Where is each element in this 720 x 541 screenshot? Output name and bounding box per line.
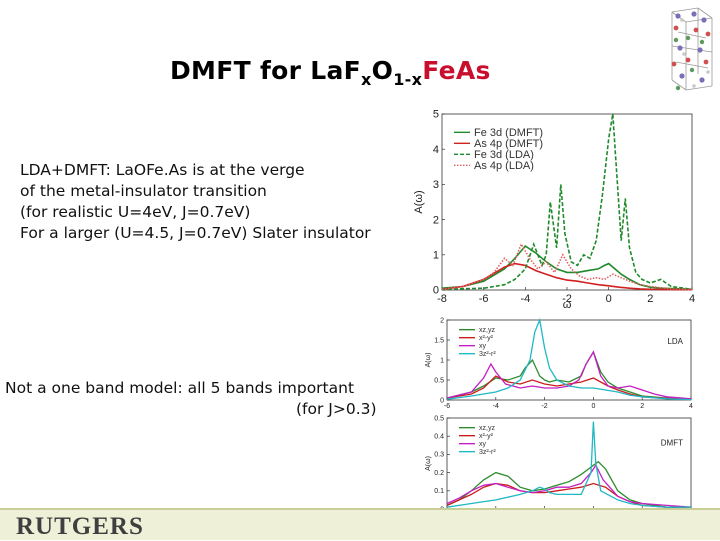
note-line: (for J>0.3) — [296, 400, 377, 418]
series-line — [441, 242, 693, 291]
series-line — [446, 350, 692, 400]
series-line — [446, 317, 692, 401]
x-tick-label: 0 — [606, 293, 612, 305]
title-f: F — [343, 56, 362, 85]
y-tick-label: 4 — [433, 144, 439, 156]
title-prefix: DMFT for La — [170, 56, 344, 85]
slide-title: DMFT for LaFxO1-xFeAs — [170, 56, 491, 89]
legend-entry: Fe 3d (LDA) — [474, 149, 534, 161]
chart-svg: -6 -4 -2 0 2 4 0 0.5 1 1.5 2 A(ω) LDA xz,yzx²-y²xy3z²… — [425, 317, 693, 410]
crystal-structure-icon — [671, 7, 713, 91]
title-o: O — [371, 56, 394, 85]
series-line — [446, 350, 692, 400]
x-tick-label: -8 — [437, 293, 447, 305]
legend-entry: As 4p (DMFT) — [474, 138, 543, 150]
legend-entry: x²-y² — [479, 335, 494, 342]
series-line — [441, 262, 692, 291]
legend-entry: x²-y² — [479, 433, 494, 440]
x-tick-label: -6 — [444, 403, 450, 410]
title-as: As — [455, 56, 491, 85]
y-tick-label: 5 — [433, 109, 439, 121]
series-line — [441, 113, 693, 291]
legend-entry: 3z²-r² — [479, 351, 496, 358]
x-tick-label: -2 — [541, 403, 547, 410]
legend-entry: xy — [479, 343, 487, 350]
body-line: LDA+DMFT: LaOFe.As is at the verge — [20, 161, 305, 179]
y-tick-label: 0.4 — [434, 434, 444, 441]
orbital-dos-chart-lda: -6 -4 -2 0 2 4 0 0.5 1 1.5 2 A(ω) LDA xz,yz x²-y² xy 3z²… — [425, 316, 697, 413]
chart-annotation: DMFT — [661, 438, 683, 447]
footer-bar — [0, 508, 720, 540]
y-tick-label: 3 — [433, 179, 439, 191]
y-tick-label: 2 — [440, 317, 444, 324]
x-tick-label: -6 — [479, 293, 489, 305]
y-tick-label: 1 — [440, 357, 444, 364]
y-tick-label: 2 — [433, 214, 439, 226]
series-line — [446, 460, 691, 508]
footer-divider — [0, 508, 720, 510]
y-tick-label: 0 — [433, 285, 439, 297]
series-line — [441, 244, 693, 291]
legend-entry: As 4p (LDA) — [474, 160, 534, 172]
y-tick-label: 0.5 — [434, 415, 444, 422]
x-tick-label: -2 — [562, 293, 572, 305]
y-axis-label: A(ω) — [425, 456, 432, 471]
chart-svg: -6-4-202400.10.20.30.40.5A(ω)ω[eV]DMFTxz… — [425, 415, 693, 525]
title-sub-1x: 1-x — [393, 70, 423, 89]
y-axis-label: A(ω) — [413, 190, 425, 213]
legend-entry: xz,yz — [479, 425, 495, 432]
x-tick-label: 4 — [689, 293, 695, 305]
legend-entry: xz,yz — [479, 327, 495, 334]
x-axis-label: ω — [563, 299, 572, 311]
x-tick-label: 0 — [591, 403, 595, 410]
title-fe: Fe — [422, 56, 456, 85]
note-text: Not a one band model: all 5 bands import… — [5, 378, 377, 420]
y-tick-label: 0 — [440, 397, 444, 404]
series-line — [446, 421, 691, 508]
note-line: Not a one band model: all 5 bands import… — [5, 379, 355, 397]
legend-entry: xy — [479, 441, 487, 448]
body-text: LDA+DMFT: LaOFe.As is at the verge of th… — [20, 160, 371, 244]
y-tick-label: 0.5 — [434, 377, 444, 384]
y-tick-label: 0.3 — [434, 452, 444, 459]
chart-annotation: LDA — [667, 337, 683, 346]
body-line: (for realistic U=4eV, J=0.7eV) — [20, 203, 251, 221]
x-tick-label: 2 — [647, 293, 653, 305]
y-axis-label: A(ω) — [425, 353, 432, 368]
dos-chart-dmft-lda: -8 -6 -4 -2 0 2 4 0 1 2 3 4 5 A(ω) ω Fe 3d (DMFT) As 4p … — [412, 108, 702, 316]
series-line — [446, 375, 692, 400]
legend-entry: 3z²-r² — [479, 449, 496, 456]
y-tick-label: 1.5 — [434, 337, 444, 344]
body-line: For a larger (U=4.5, J=0.7eV) Slater ins… — [20, 224, 371, 242]
y-tick-label: 0.2 — [434, 470, 444, 477]
x-tick-label: -4 — [493, 403, 499, 410]
legend-entry: Fe 3d (DMFT) — [474, 127, 543, 139]
rutgers-logo: RUTGERS — [16, 513, 144, 540]
title-sub-x: x — [361, 70, 372, 89]
x-tick-label: 2 — [640, 403, 644, 410]
body-line: of the metal-insulator transition — [20, 182, 267, 200]
y-tick-label: 0.1 — [434, 488, 444, 495]
x-tick-label: 4 — [689, 403, 693, 410]
y-tick-label: 1 — [433, 249, 439, 261]
x-tick-label: -4 — [520, 293, 530, 305]
series-line — [446, 464, 692, 508]
